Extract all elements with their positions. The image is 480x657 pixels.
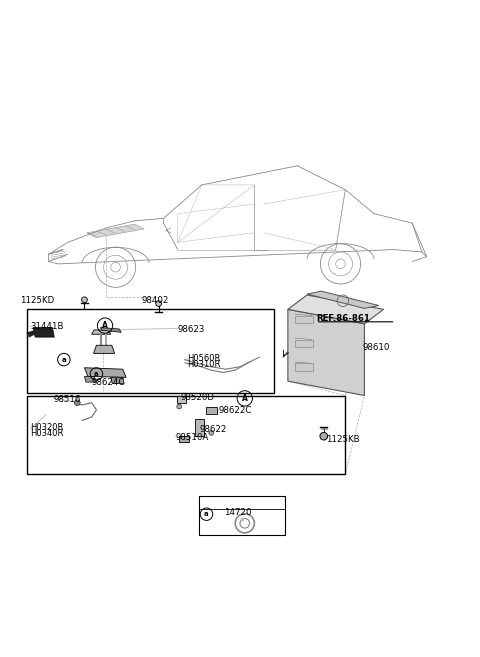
Text: A: A	[102, 321, 108, 330]
Circle shape	[82, 297, 87, 303]
Text: H0340R: H0340R	[30, 429, 64, 438]
Polygon shape	[94, 345, 115, 353]
Text: a: a	[61, 357, 66, 363]
Text: 98622: 98622	[199, 424, 227, 434]
Circle shape	[209, 430, 214, 435]
Circle shape	[177, 404, 181, 409]
Text: H0560R: H0560R	[187, 353, 221, 363]
Text: 98610: 98610	[362, 343, 389, 352]
Polygon shape	[100, 328, 121, 332]
Text: 98623: 98623	[178, 325, 205, 334]
Text: 14720: 14720	[224, 508, 251, 517]
Text: 1125KB: 1125KB	[326, 435, 360, 444]
Circle shape	[74, 400, 80, 405]
Text: 31441B: 31441B	[30, 322, 64, 330]
Polygon shape	[84, 376, 96, 382]
Text: REF.86-861: REF.86-861	[317, 315, 371, 323]
Polygon shape	[92, 330, 111, 334]
Text: a: a	[94, 371, 99, 377]
FancyBboxPatch shape	[295, 315, 313, 323]
FancyBboxPatch shape	[179, 436, 189, 442]
Polygon shape	[33, 328, 54, 337]
Text: 98402: 98402	[142, 296, 169, 306]
FancyBboxPatch shape	[206, 407, 217, 414]
Text: 98510A: 98510A	[175, 433, 209, 442]
Text: a: a	[204, 511, 209, 517]
FancyBboxPatch shape	[295, 340, 313, 347]
Circle shape	[240, 518, 244, 522]
Text: H0320R: H0320R	[30, 423, 64, 432]
Polygon shape	[288, 309, 364, 396]
Polygon shape	[288, 295, 384, 324]
Polygon shape	[84, 368, 126, 377]
Polygon shape	[111, 377, 124, 384]
Text: 98520D: 98520D	[180, 394, 214, 402]
FancyBboxPatch shape	[194, 419, 204, 436]
FancyBboxPatch shape	[295, 363, 313, 371]
Polygon shape	[307, 291, 379, 308]
Text: 98622C: 98622C	[218, 406, 252, 415]
Text: H0310R: H0310R	[187, 360, 221, 369]
FancyBboxPatch shape	[177, 396, 186, 403]
Text: 1125KD: 1125KD	[20, 296, 54, 306]
Circle shape	[156, 301, 161, 306]
Text: 98516: 98516	[53, 395, 81, 404]
Circle shape	[320, 432, 327, 440]
Text: A: A	[242, 394, 248, 403]
Polygon shape	[87, 224, 144, 238]
Text: 98624C: 98624C	[92, 378, 125, 386]
